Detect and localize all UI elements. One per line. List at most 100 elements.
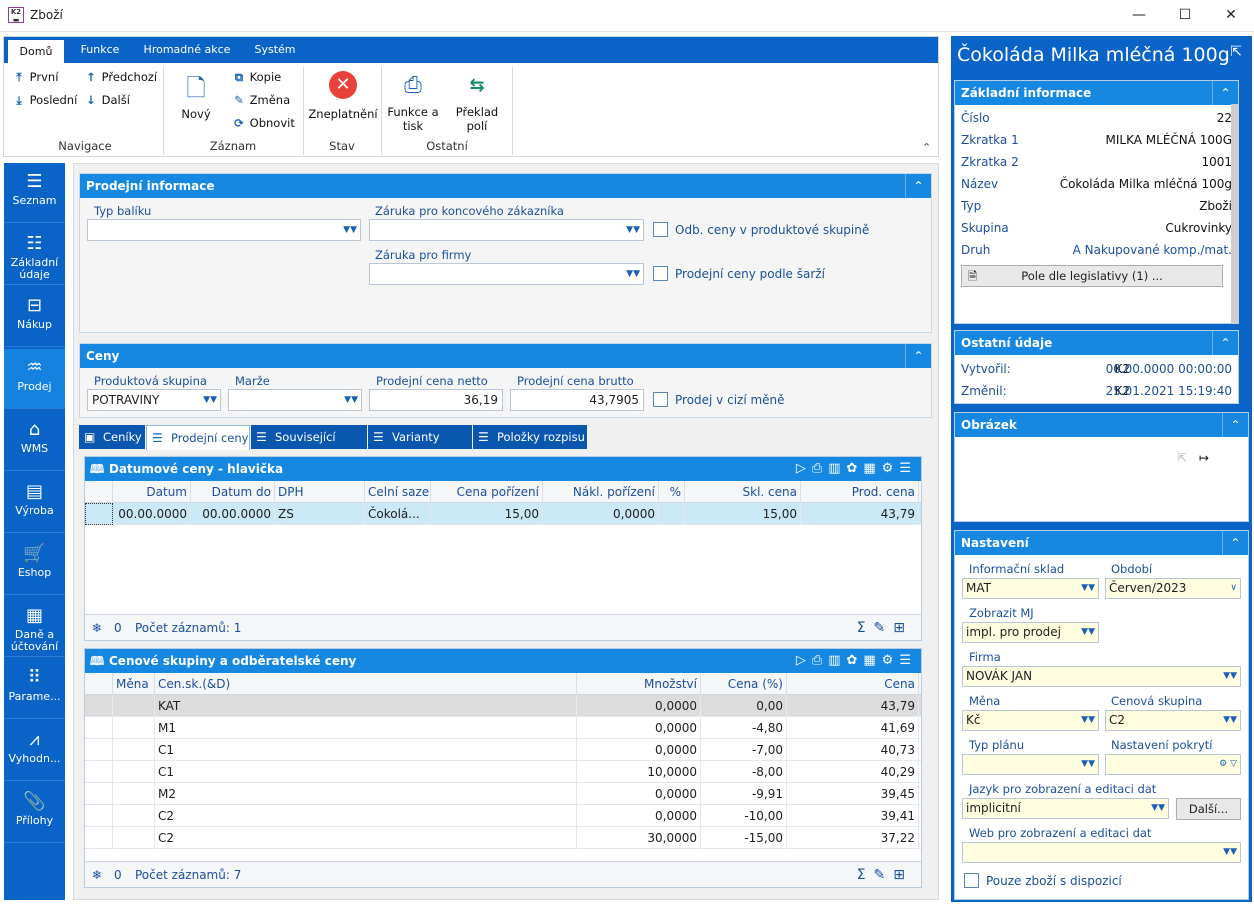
table-row[interactable]: M1 0,0000 -4,80 41,69: [85, 717, 921, 739]
tab-price-lists[interactable]: ▣ Ceníky: [79, 425, 145, 449]
collapse-icon[interactable]: ⌃: [1222, 413, 1248, 437]
table-row[interactable]: C2 30,0000 -15,00 37,22: [85, 827, 921, 849]
foreign-currency-checkbox[interactable]: [653, 392, 668, 407]
refresh-button[interactable]: ⟳ Obnovit: [232, 116, 295, 130]
collapse-ribbon-icon[interactable]: ⌃: [922, 141, 932, 154]
legislation-fields-button[interactable]: 🗎 Pole dle legislativy (1) ...: [961, 265, 1223, 287]
column-header[interactable]: Měna: [113, 673, 155, 695]
close-icon[interactable]: ✕: [1225, 7, 1237, 23]
tab-system[interactable]: Systém: [254, 43, 296, 56]
product-group-select[interactable]: POTRAVINY ▼▼: [87, 389, 221, 411]
plan-type-select[interactable]: ▼▼: [962, 754, 1099, 775]
popout-icon[interactable]: ⇱: [1230, 44, 1242, 60]
column-header[interactable]: Cen.sk.(&D): [155, 673, 577, 695]
warranty-customer-select[interactable]: ▼▼: [369, 219, 644, 241]
new-button[interactable]: 🗋 Nový: [174, 73, 218, 121]
margin-select[interactable]: ▼▼: [228, 389, 362, 411]
column-header[interactable]: Datum do: [191, 481, 275, 503]
table-row[interactable]: C1 10,0000 -8,00 40,29: [85, 761, 921, 783]
first-button[interactable]: ⤒ První: [12, 70, 58, 85]
tab-sales-prices[interactable]: ☰ Prodejní ceny: [146, 425, 250, 450]
tab-breakdown-items[interactable]: ☰ Položky rozpisu: [473, 425, 587, 449]
fit-width-icon[interactable]: ↦: [1199, 451, 1210, 465]
grid-toolbar[interactable]: ▷⎙▥✿▦⚙☰: [795, 461, 917, 476]
period-select[interactable]: Červen/2023 ∨: [1105, 578, 1241, 599]
package-type-select[interactable]: ▼▼: [87, 219, 361, 241]
row-selector[interactable]: [85, 805, 113, 827]
row-selector[interactable]: [85, 739, 113, 761]
next-button[interactable]: ↓ Další: [84, 93, 130, 107]
tab-related-goods[interactable]: ☰Související zboží: [251, 425, 367, 468]
table-row[interactable]: 00.00.0000 00.00.0000 ZS Čokolá... 15,00 0,00…: [85, 503, 921, 525]
popout-icon[interactable]: ⇱: [1177, 451, 1188, 465]
table-row[interactable]: KAT 0,0000 0,00 43,79: [85, 695, 921, 717]
row-selector[interactable]: [85, 783, 113, 805]
copy-button[interactable]: ⧉ Kopie: [232, 70, 281, 85]
available-only-checkbox[interactable]: [964, 873, 979, 888]
row-selector[interactable]: [85, 717, 113, 739]
maximize-icon[interactable]: ☐: [1178, 7, 1192, 23]
tab-bulk-actions[interactable]: Hromadné akce: [143, 43, 231, 56]
column-header[interactable]: Skl. cena: [685, 481, 801, 503]
nav-item-9[interactable]: ⩘ Vyhodn...: [4, 721, 65, 781]
coverage-select[interactable]: ⚙ ▽: [1105, 754, 1241, 775]
footer-tools[interactable]: Σ✎⊞: [856, 867, 913, 883]
functions-print-button[interactable]: ⎙ Funkce a tisk: [384, 71, 442, 133]
change-button[interactable]: ✎ Změna: [232, 93, 290, 107]
invalidate-button[interactable]: ✕ Zneplatnění: [306, 71, 380, 121]
stock-select[interactable]: MAT ▼▼: [962, 578, 1099, 599]
column-header[interactable]: Nákl. pořízení: [543, 481, 659, 503]
currency-select[interactable]: Kč ▼▼: [962, 710, 1099, 731]
more-button[interactable]: Další...: [1176, 798, 1241, 820]
collapse-icon[interactable]: ⌃: [905, 174, 931, 198]
table-row[interactable]: M2 0,0000 -9,91 39,45: [85, 783, 921, 805]
column-header[interactable]: Prod. cena: [801, 481, 919, 503]
nav-item-5[interactable]: ▤ Výroba: [4, 473, 65, 533]
nav-item-7[interactable]: ▦ Daně a účtování: [4, 597, 65, 657]
nav-item-1[interactable]: ☷ Základní údaje: [4, 225, 65, 285]
unit-select[interactable]: impl. pro prodej ▼▼: [962, 622, 1099, 643]
nav-item-2[interactable]: ⊟ Nákup: [4, 287, 65, 347]
column-header[interactable]: %: [659, 481, 685, 503]
collapse-icon[interactable]: ⌃: [1212, 81, 1238, 105]
grid-toolbar[interactable]: ▷⎙▥✿▦⚙☰: [795, 653, 917, 668]
row-selector[interactable]: [85, 761, 113, 783]
last-button[interactable]: ⤓ Poslední: [12, 93, 77, 108]
nav-item-0[interactable]: ☰ Seznam: [4, 163, 65, 223]
gross-price-input[interactable]: 43,7905: [510, 389, 644, 411]
column-header[interactable]: DPH: [275, 481, 365, 503]
row-selector[interactable]: [85, 695, 113, 717]
nav-item-10[interactable]: 📎 Přílohy: [4, 783, 65, 843]
collapse-icon[interactable]: ⌃: [1222, 531, 1248, 555]
table-row[interactable]: C1 0,0000 -7,00 40,73: [85, 739, 921, 761]
price-group-select[interactable]: C2 ▼▼: [1105, 710, 1241, 731]
previous-button[interactable]: ↑ Předchozí: [84, 70, 157, 84]
column-header[interactable]: Datum: [113, 481, 191, 503]
footer-tools[interactable]: Σ✎⊞: [856, 620, 913, 636]
company-select[interactable]: NOVÁK JAN ▼▼: [962, 666, 1241, 687]
tab-home[interactable]: Domů: [8, 40, 64, 63]
net-price-input[interactable]: 36,19: [369, 389, 503, 411]
tab-functions[interactable]: Funkce: [80, 43, 120, 56]
freeze-icon[interactable]: ❄: [92, 868, 103, 882]
minimize-icon[interactable]: —: [1132, 7, 1146, 23]
column-header[interactable]: Cena: [787, 673, 919, 695]
column-header[interactable]: Celní sazeb: [365, 481, 431, 503]
warranty-company-select[interactable]: ▼▼: [369, 263, 644, 285]
table-row[interactable]: C2 0,0000 -10,00 39,41: [85, 805, 921, 827]
column-header[interactable]: Množství: [577, 673, 701, 695]
translate-fields-button[interactable]: ⇆ Překlad polí: [448, 71, 506, 133]
nav-item-8[interactable]: ⠿ Parame...: [4, 659, 65, 719]
row-selector[interactable]: [85, 503, 113, 525]
batch-prices-checkbox[interactable]: [653, 266, 668, 281]
column-header[interactable]: Cena pořízení: [431, 481, 543, 503]
tab-variants[interactable]: ☰Varianty zboží: [368, 425, 472, 468]
web-select[interactable]: ▼▼: [962, 842, 1241, 863]
collapse-icon[interactable]: ⌃: [905, 344, 931, 368]
column-header[interactable]: Cena (%): [701, 673, 787, 695]
collapse-icon[interactable]: ⌃: [1212, 331, 1238, 355]
nav-item-3[interactable]: ♒ Prodej: [4, 349, 65, 409]
nav-item-6[interactable]: 🛒 Eshop: [4, 535, 65, 595]
nav-item-4[interactable]: ⌂ WMS: [4, 411, 65, 471]
diff-prices-checkbox[interactable]: [653, 222, 668, 237]
